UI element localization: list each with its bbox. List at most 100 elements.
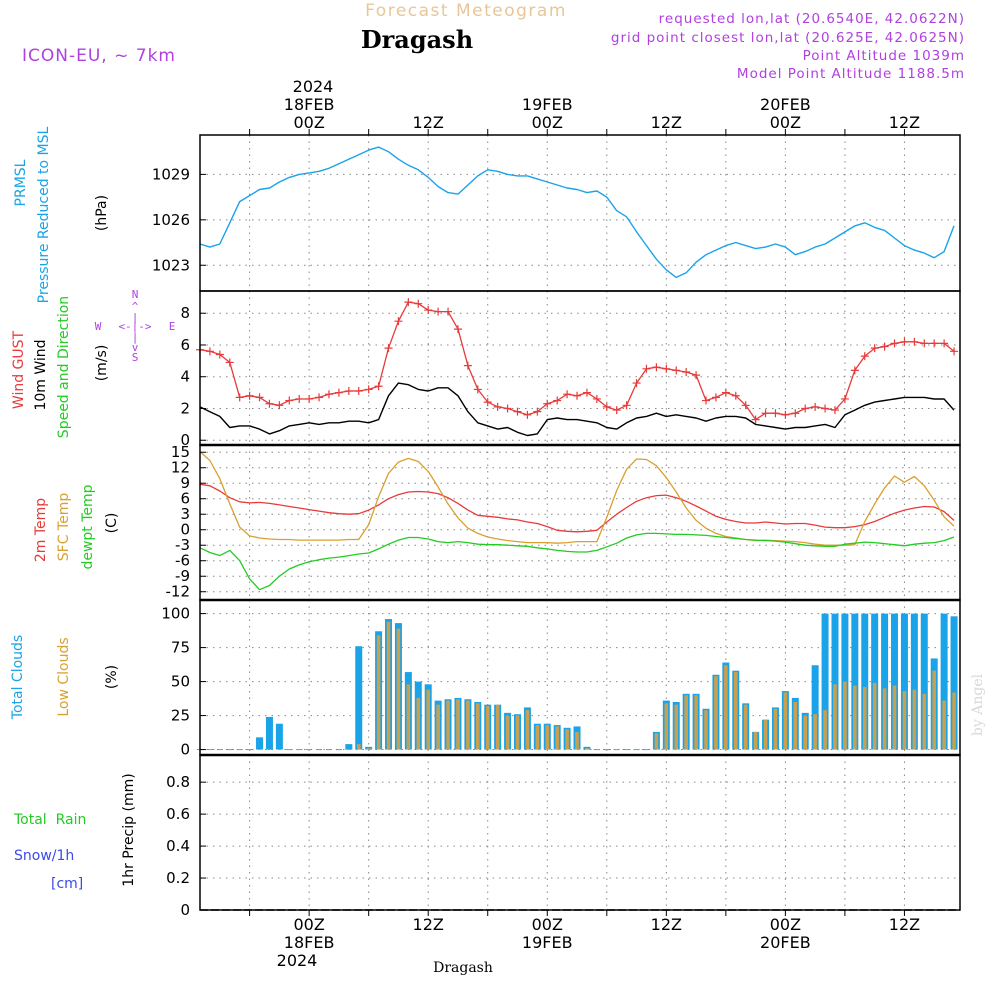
low-clouds-bar (505, 715, 510, 750)
temp-sfc-label: SFC Temp (56, 493, 72, 562)
total-clouds-bar (900, 613, 908, 750)
top-hour-label: 00Z (770, 113, 801, 132)
temp-dew-label: dewpt Temp (80, 484, 96, 569)
wind-gust-marker (771, 409, 780, 418)
y-tick-label: 25 (171, 707, 190, 725)
bottom-date-label: 19FEB (522, 933, 573, 952)
temp-dew-line (199, 532, 955, 591)
low-clouds-bar (535, 725, 540, 750)
wind-gust-marker (612, 406, 621, 415)
wind-gust-marker (394, 317, 403, 326)
wind-gust-marker (940, 339, 949, 348)
wind-gust-marker (324, 390, 333, 399)
total-clouds-bar (891, 613, 899, 750)
y-tick-label: 0.8 (166, 773, 190, 791)
low-clouds-bar (545, 725, 550, 750)
top-hour-label: 00Z (532, 113, 563, 132)
total-clouds-bar (871, 613, 879, 750)
y-tick-label: 12 (171, 459, 190, 477)
panel-frame-temp (199, 444, 961, 601)
requested-coords: requested lon,lat (20.6540E, 42.0622N) (659, 11, 965, 27)
wind-gust-marker (920, 339, 929, 348)
wind-gust-marker (354, 387, 363, 396)
pressure-panel (199, 146, 955, 279)
low-clouds-bar (733, 672, 738, 750)
low-clouds-bar (813, 714, 817, 750)
top-hour-label: 12Z (413, 113, 444, 132)
footer-location: Dragash (433, 960, 493, 976)
low-clouds-bar (833, 684, 837, 750)
top-year: 2024 (293, 77, 334, 96)
wind-gust-marker (364, 385, 373, 394)
y-tick-label: -3 (175, 536, 190, 554)
wind-gust-marker (850, 366, 859, 375)
wind-gust-marker (950, 347, 959, 356)
low-clouds-bar (476, 703, 480, 750)
total-clouds-bar (256, 737, 264, 750)
low-clouds-bar (862, 687, 867, 750)
low-clouds-bar (932, 670, 937, 750)
low-clouds-bar (555, 726, 559, 750)
wind-gust-marker (860, 352, 869, 361)
y-tick-label: 3 (180, 505, 190, 523)
wind-gust-marker (344, 387, 353, 396)
wind-gust-marker (870, 344, 879, 353)
prmsl-label: PRMSL (13, 159, 29, 206)
low-clouds-bar (466, 700, 470, 750)
bottom-hour-label: 12Z (413, 915, 444, 934)
wind-10m-line (199, 382, 955, 437)
y-tick-label: 15 (171, 443, 190, 461)
compass-ew: <-|-> (118, 320, 151, 333)
low-clouds-label: Low Clouds (56, 637, 72, 716)
compass-n: N (132, 288, 139, 301)
panel-frame-pressure (199, 134, 961, 292)
wind-gust-marker (890, 339, 899, 348)
model-name: ICON-EU, ~ 7km (22, 46, 176, 66)
wind-gust-marker (930, 339, 939, 348)
y-tick-label: -12 (166, 583, 191, 601)
wind-gust-marker (602, 402, 611, 411)
low-clouds-bar (902, 691, 907, 750)
wind-gust-marker (830, 406, 839, 415)
wind-gust-marker (761, 409, 770, 418)
low-clouds-bar (793, 701, 798, 750)
bottom-hour-label: 12Z (651, 915, 682, 934)
wind-gust-marker (900, 337, 909, 346)
wind-gust-marker (622, 401, 631, 410)
low-clouds-bar (872, 682, 877, 750)
wind-gust-marker (225, 358, 234, 367)
top-hour-label: 12Z (889, 113, 920, 132)
low-clouds-bar (436, 704, 440, 750)
wind-unit-label: (m/s) (94, 345, 110, 382)
compass-n-bar: | (132, 311, 139, 324)
wind-gust-marker (414, 299, 423, 308)
low-clouds-bar (922, 693, 927, 750)
y-tick-label: 1026 (152, 211, 190, 229)
low-clouds-bar (495, 704, 500, 750)
wind-gust-marker (305, 394, 314, 403)
wind-gust-marker (285, 396, 294, 405)
low-clouds-bar (585, 748, 589, 750)
temperature-panel (199, 451, 955, 591)
temp-2m-label: 2m Temp (33, 498, 49, 562)
panel-frame-precip (199, 754, 961, 911)
snow-unit-label: [cm] (51, 876, 83, 892)
wind-gust-marker (255, 393, 264, 402)
low-clouds-bar (704, 710, 708, 750)
wind-gust-marker (741, 401, 750, 410)
y-tick-label: 0 (180, 431, 190, 449)
low-clouds-bar (376, 635, 381, 750)
wind-gust-marker (781, 410, 790, 419)
y-tick-label: -6 (175, 552, 190, 570)
wind-gust-marker (662, 364, 671, 373)
temp-sfc-line (199, 451, 955, 546)
y-tick-label: 8 (180, 304, 190, 322)
wind-dir-label: Speed and Direction (56, 296, 72, 438)
top-date-label: 19FEB (522, 95, 573, 114)
wind-gust-marker (642, 364, 651, 373)
y-tick-label: 2 (180, 399, 190, 417)
wind-gust-marker (592, 394, 601, 403)
y-tick-label: -9 (175, 567, 190, 585)
low-clouds-bar (416, 697, 421, 750)
